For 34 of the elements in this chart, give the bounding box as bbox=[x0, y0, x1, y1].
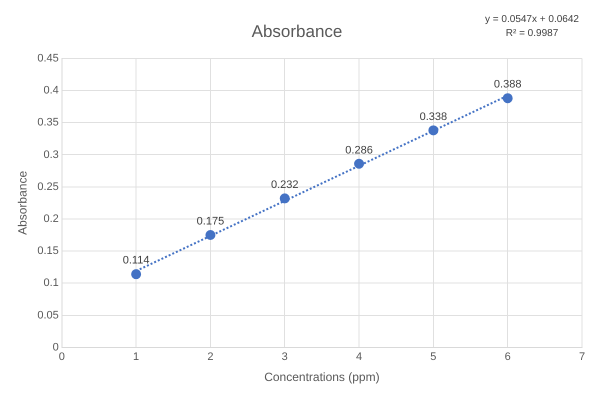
x-tick-label: 1 bbox=[133, 351, 140, 364]
x-tick-label: 6 bbox=[504, 351, 511, 364]
data-label: 0.175 bbox=[196, 216, 224, 228]
x-tick-label: 3 bbox=[282, 351, 288, 364]
text: R² = 0.9987 bbox=[506, 28, 559, 39]
y-tick-label: 0.05 bbox=[37, 309, 59, 322]
data-label: 0.338 bbox=[420, 110, 448, 123]
text: y = 0.0547x + 0.0642 bbox=[485, 14, 580, 25]
y-tick-label: 0.2 bbox=[44, 212, 59, 225]
y-tick-label: 0.35 bbox=[37, 116, 59, 129]
y-tick-label: 0.25 bbox=[37, 180, 59, 193]
data-label: 0.286 bbox=[345, 144, 373, 156]
y-tick-label: 0.3 bbox=[44, 148, 59, 161]
data-label: 0.388 bbox=[494, 78, 522, 91]
y-tick-label: 0.15 bbox=[37, 245, 59, 258]
point bbox=[280, 193, 290, 204]
x-tick-label: 2 bbox=[207, 351, 214, 364]
x-tick-label: 4 bbox=[356, 351, 362, 364]
point bbox=[205, 230, 216, 240]
y-tick-label: 0 bbox=[52, 341, 59, 354]
y-axis-title: Absorbance bbox=[16, 170, 30, 235]
x-tick-label: 5 bbox=[430, 351, 436, 364]
data-label: 0.232 bbox=[270, 178, 299, 191]
x-tick-label: 7 bbox=[578, 351, 586, 364]
y-tick-label: 0.4 bbox=[44, 84, 59, 97]
point bbox=[428, 125, 438, 136]
y-tick-label: 0.45 bbox=[37, 52, 59, 64]
data-label: 0.114 bbox=[122, 254, 150, 267]
point bbox=[131, 269, 142, 280]
point bbox=[502, 93, 513, 104]
point bbox=[354, 158, 364, 169]
x-axis-title: Concentrations (ppm) bbox=[264, 370, 380, 384]
y-tick-label: 0.1 bbox=[44, 277, 59, 290]
chart-title: Absorbance bbox=[252, 22, 342, 41]
